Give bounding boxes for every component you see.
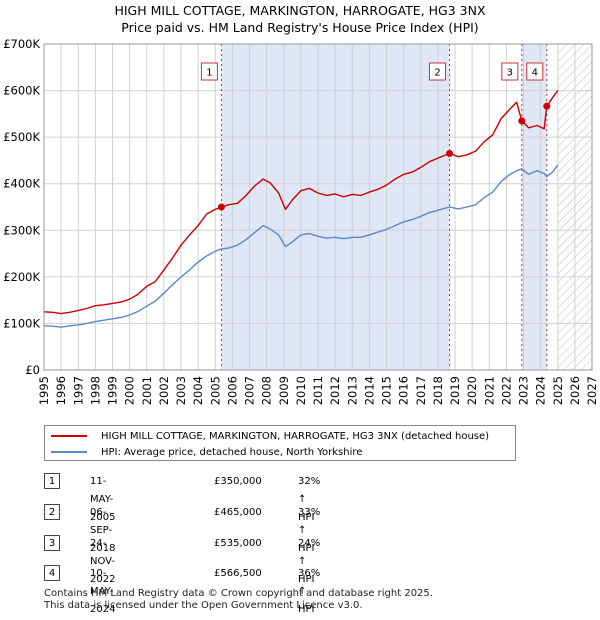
footer-copyright: Contains HM Land Registry data © Crown c… xyxy=(44,588,433,599)
x-tick-label: 2010 xyxy=(294,376,308,405)
x-tick-label: 2007 xyxy=(243,376,257,405)
x-tick-label: 2019 xyxy=(448,376,462,405)
y-tick-label: £600K xyxy=(3,84,40,98)
y-tick-label: £300K xyxy=(3,223,40,237)
sale-date: 11-MAY-2005 xyxy=(90,476,116,523)
x-tick-label: 1995 xyxy=(37,376,51,405)
x-tick-label: 2011 xyxy=(311,376,325,405)
sale-marker-label: 2 xyxy=(434,68,440,79)
x-tick-label: 2002 xyxy=(157,376,171,405)
sale-price: £350,000 xyxy=(214,476,262,487)
sale-number: 3 xyxy=(44,535,60,551)
legend-label-property: HIGH MILL COTTAGE, MARKINGTON, HARROGATE… xyxy=(101,430,490,442)
legend-swatch-property xyxy=(51,435,87,437)
x-tick-label: 2026 xyxy=(568,376,582,405)
x-tick-label: 2025 xyxy=(551,376,565,405)
plot-border xyxy=(43,43,593,371)
x-tick-label: 2021 xyxy=(482,376,496,405)
x-tick-label: 1998 xyxy=(88,376,102,405)
legend-item-hpi: HPI: Average price, detached house, Nort… xyxy=(51,444,362,460)
sale-marker-box xyxy=(429,62,447,81)
x-tick-label: 2000 xyxy=(123,376,137,405)
x-tick-label: 2018 xyxy=(431,376,445,405)
hpi-line xyxy=(43,164,559,328)
x-tick-label: 1996 xyxy=(54,376,68,405)
x-tick-label: 2005 xyxy=(208,376,222,405)
chart-title: HIGH MILL COTTAGE, MARKINGTON, HARROGATE… xyxy=(114,3,486,18)
y-tick-label: £0 xyxy=(25,363,40,377)
sale-hpi-change: 36% ↑ HPI xyxy=(298,568,321,615)
legend-item-property: HIGH MILL COTTAGE, MARKINGTON, HARROGATE… xyxy=(51,428,489,444)
sale-hpi-change: 24% ↑ HPI xyxy=(298,538,321,585)
x-tick-label: 2001 xyxy=(140,376,154,405)
sale-marker-label: 4 xyxy=(532,68,538,79)
x-tick-label: 2012 xyxy=(328,376,342,405)
x-tick-label: 2020 xyxy=(465,376,479,405)
sale-price: £535,000 xyxy=(214,538,262,549)
sale-number: 2 xyxy=(44,504,60,520)
x-tick-label: 2023 xyxy=(517,376,531,405)
sale-marker-label: 3 xyxy=(507,68,513,79)
x-tick-label: 2017 xyxy=(414,376,428,405)
y-tick-label: £200K xyxy=(3,270,40,284)
x-tick-label: 2014 xyxy=(362,376,376,405)
x-tick-label: 2003 xyxy=(174,376,188,405)
sale-price: £566,500 xyxy=(214,568,262,579)
x-tick-label: 2004 xyxy=(191,376,205,405)
x-tick-label: 1999 xyxy=(106,376,120,405)
legend: HIGH MILL COTTAGE, MARKINGTON, HARROGATE… xyxy=(44,425,516,461)
sale-marker-label: 1 xyxy=(206,68,212,79)
sale-date: 10-MAY-2024 xyxy=(90,568,116,615)
sale-date: 06-SEP-2018 xyxy=(90,507,116,554)
sale-marker-box xyxy=(526,62,544,81)
sale-point xyxy=(518,117,526,125)
sale-price: £465,000 xyxy=(214,507,262,518)
x-tick-label: 1997 xyxy=(71,376,85,405)
legend-swatch-hpi xyxy=(51,451,87,453)
x-tick-label: 2009 xyxy=(277,376,291,405)
sale-hpi-change: 32% ↑ HPI xyxy=(298,476,321,523)
x-tick-label: 2006 xyxy=(225,376,239,405)
sale-point xyxy=(217,203,225,211)
sale-number: 1 xyxy=(44,473,60,489)
property-price-line xyxy=(43,90,559,315)
sale-hpi-change: 33% ↑ HPI xyxy=(298,507,321,554)
x-tick-label: 2016 xyxy=(397,376,411,405)
y-tick-label: £100K xyxy=(3,316,40,330)
chart-subtitle: Price paid vs. HM Land Registry's House … xyxy=(121,20,479,35)
ownership-shade xyxy=(521,44,547,370)
sale-point xyxy=(446,149,454,157)
y-tick-label: £700K xyxy=(3,37,40,51)
y-tick-label: £500K xyxy=(3,130,40,144)
chart-title-block: HIGH MILL COTTAGE, MARKINGTON, HARROGATE… xyxy=(0,2,600,36)
x-tick-label: 2027 xyxy=(585,376,599,405)
footer-licence: This data is licensed under the Open Gov… xyxy=(44,600,363,611)
sale-marker-box xyxy=(501,62,519,81)
sale-marker-box xyxy=(200,62,218,81)
x-tick-label: 2013 xyxy=(345,376,359,405)
legend-label-hpi: HPI: Average price, detached house, Nort… xyxy=(101,446,363,458)
footer: Contains HM Land Registry data © Crown c… xyxy=(44,588,433,612)
x-tick-label: 2022 xyxy=(499,376,513,405)
x-tick-label: 2024 xyxy=(534,376,548,405)
sale-point xyxy=(543,102,551,110)
price-chart: 1 2 3 4 £0 £100K £200K £300K £400K £500K £600K £70… xyxy=(3,37,599,405)
sale-number: 4 xyxy=(44,565,60,581)
x-tick-label: 2015 xyxy=(380,376,394,405)
sale-date: 24-NOV-2022 xyxy=(90,538,116,585)
x-tick-label: 2008 xyxy=(260,376,274,405)
y-tick-label: £400K xyxy=(3,177,40,191)
